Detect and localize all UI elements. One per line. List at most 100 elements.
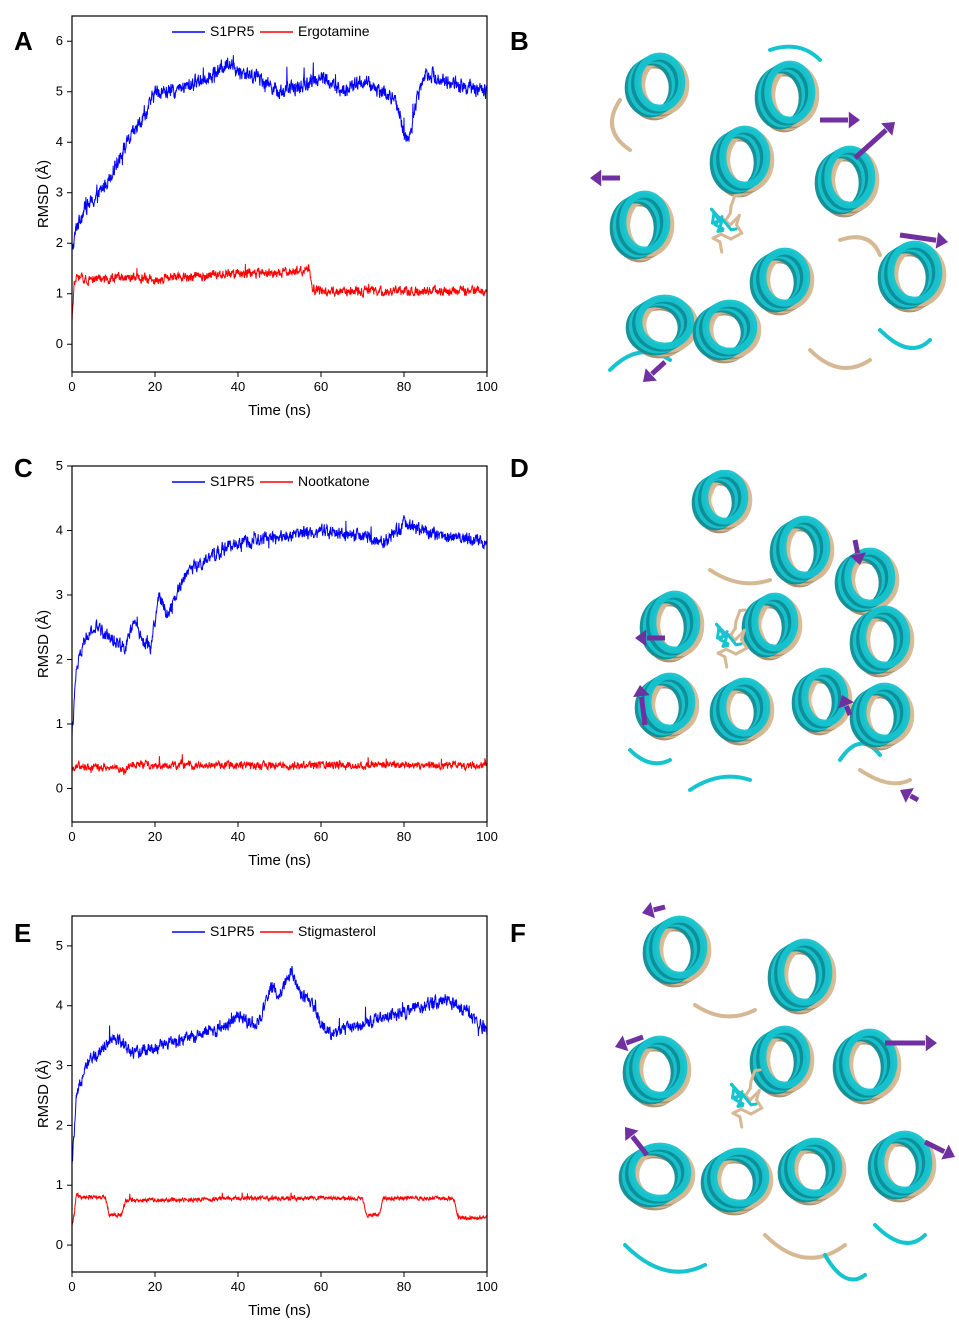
x-tick-label: 0: [68, 379, 75, 394]
panel-label-f: F: [510, 918, 526, 948]
y-tick-label: 2: [56, 1117, 63, 1132]
ligand-cyan: [730, 1082, 758, 1108]
helix-cyan: [867, 1130, 933, 1200]
panel-label-c: C: [14, 453, 33, 483]
helix-cyan: [767, 938, 833, 1012]
movement-arrow-icon: [633, 685, 650, 726]
x-tick-label: 60: [314, 829, 328, 844]
y-tick-label: 1: [56, 286, 63, 301]
ligand-tan: [731, 1068, 764, 1129]
helix-cyan: [877, 240, 943, 310]
loop-segment: [708, 568, 772, 586]
x-axis-label: Time (ns): [248, 402, 311, 419]
rmsd-chart-nootkatone: 0 20 40 60 80 100 0 1 2 3 4 5 Time (ns) RMSD (Å) S1PR5…: [35, 458, 498, 869]
y-tick-label: 1: [56, 1177, 63, 1192]
movement-arrow-icon: [820, 111, 860, 129]
series-line-stigmasterol: [71, 1191, 488, 1227]
x-tick-label: 60: [314, 379, 328, 394]
loop-segment: [808, 348, 872, 370]
plot-frame: [71, 915, 488, 1273]
helix-cyan: [749, 247, 811, 313]
x-tick-label: 40: [231, 829, 245, 844]
series-line-ergotamine: [71, 263, 488, 323]
ligand-cyan: [715, 622, 743, 648]
loop-segment: [688, 774, 752, 792]
helix-cyan: [692, 299, 758, 361]
helix-cyan: [639, 590, 701, 660]
y-tick-label: 3: [56, 587, 63, 602]
y-tick-label: 5: [56, 938, 63, 953]
loop-segment: [623, 1243, 707, 1274]
helix-cyan: [624, 52, 686, 118]
y-tick-label: 4: [56, 998, 63, 1013]
series-line-s1pr5: [71, 515, 488, 738]
structure-overlay-nootkatone: [628, 470, 920, 803]
legend-label-s1pr5: S1PR5: [210, 923, 255, 939]
helix-cyan: [777, 1137, 843, 1203]
y-axis-label: RMSD (Å): [35, 1060, 52, 1128]
ligand-tan: [716, 608, 749, 669]
y-tick-label: 3: [56, 1058, 63, 1073]
legend-label-ergotamine: Ergotamine: [298, 23, 370, 39]
helix-cyan: [700, 1147, 770, 1213]
panel-label-a: A: [14, 26, 33, 56]
panel-label-b: B: [510, 26, 529, 56]
movement-arrow-icon: [642, 902, 666, 919]
legend-label-nootkatone: Nootkatone: [298, 473, 370, 489]
y-tick-label: 1: [56, 716, 63, 731]
movement-arrow-icon: [885, 1034, 937, 1052]
helix-cyan: [814, 145, 876, 215]
x-axis-label: Time (ns): [248, 1302, 311, 1319]
movement-arrow-icon: [849, 539, 867, 565]
x-axis-label: Time (ns): [248, 852, 311, 869]
rmsd-chart-stigmasterol: 0 20 40 60 80 100 0 1 2 3 4 5 Time (ns) RMSD (Å) S1PR5…: [35, 915, 498, 1319]
y-tick-label: 3: [56, 185, 63, 200]
helix-cyan: [625, 294, 695, 356]
legend-label-stigmasterol: Stigmasterol: [298, 923, 376, 939]
series-line-s1pr5: [71, 55, 488, 251]
loop-segment: [873, 1223, 927, 1245]
loop-segment: [693, 1003, 757, 1019]
helix-cyan: [709, 677, 771, 743]
x-tick-label: 80: [397, 829, 411, 844]
legend-label-s1pr5: S1PR5: [210, 473, 255, 489]
loop-segment: [858, 768, 912, 786]
plot-frame: [71, 465, 488, 823]
loop-segment: [838, 235, 882, 257]
y-tick-label: 6: [56, 33, 63, 48]
y-tick-label: 0: [56, 1237, 63, 1252]
y-tick-label: 0: [56, 780, 63, 795]
movement-arrow-icon: [643, 360, 667, 382]
helix-cyan: [849, 682, 911, 748]
y-tick-label: 4: [56, 522, 63, 537]
helix-cyan: [832, 1028, 898, 1102]
series-line-nootkatone: [71, 754, 488, 775]
movement-arrow-icon: [635, 629, 665, 647]
x-tick-label: 100: [476, 829, 498, 844]
y-tick-label: 2: [56, 651, 63, 666]
helix-cyan: [834, 547, 896, 613]
x-tick-label: 80: [397, 1279, 411, 1294]
movement-arrow-icon: [853, 122, 895, 160]
movement-arrow-icon: [838, 695, 854, 716]
x-tick-label: 100: [476, 379, 498, 394]
x-tick-label: 20: [148, 1279, 162, 1294]
x-tick-label: 40: [231, 1279, 245, 1294]
helix-cyan: [769, 515, 831, 585]
plot-frame: [71, 15, 488, 373]
movement-arrow-icon: [923, 1139, 955, 1160]
helix-cyan: [849, 605, 911, 675]
panel-label-e: E: [14, 918, 32, 948]
helix-cyan: [741, 592, 799, 658]
loop-segment: [768, 44, 822, 62]
helix-cyan: [709, 125, 771, 195]
helix-cyan: [609, 190, 671, 260]
ligand-cyan: [710, 207, 738, 233]
structure-overlay-stigmasterol: [615, 902, 955, 1282]
y-tick-label: 5: [56, 84, 63, 99]
loop-segment: [628, 748, 672, 766]
helix-cyan: [791, 667, 849, 733]
movement-arrow-icon: [900, 788, 920, 803]
loop-segment: [878, 328, 932, 350]
panel-label-d: D: [510, 453, 529, 483]
